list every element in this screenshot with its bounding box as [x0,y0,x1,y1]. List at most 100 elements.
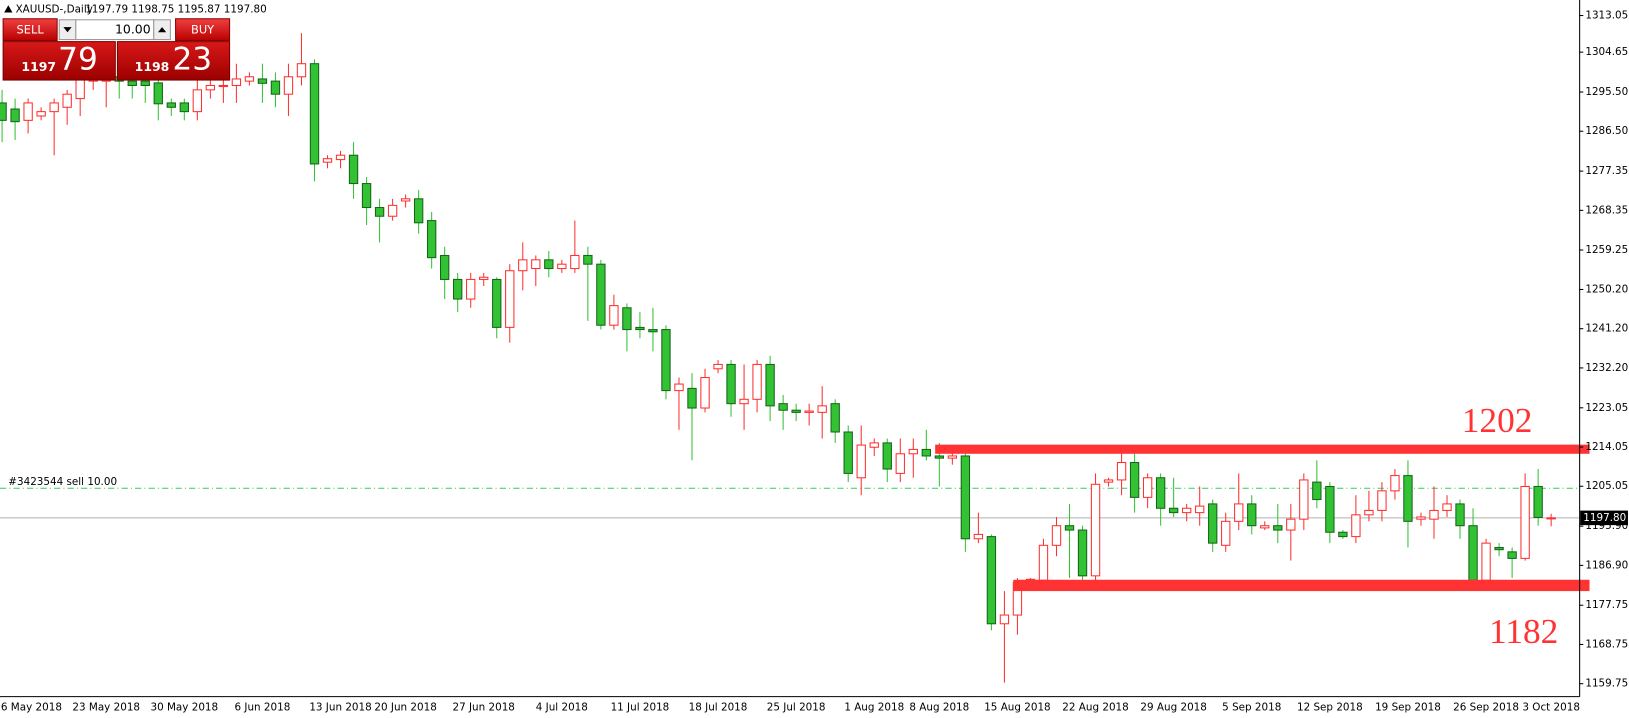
x-tick-label: 18 Jul 2018 [689,702,748,714]
candle-body [205,84,216,91]
candle-body [127,80,137,87]
y-tick-label: 1259.25 [1585,244,1628,256]
sell-button[interactable] [2,18,58,42]
candle-body [674,383,684,392]
candle-body [466,278,476,300]
candle-body [1403,475,1413,522]
x-tick-label: 5 Sep 2018 [1222,702,1281,714]
candle-body [1273,525,1283,531]
candle-body [413,198,424,224]
sell-price-main[interactable]: 1197 [21,59,56,74]
candle-body [778,403,788,411]
candle-body [1546,517,1556,520]
candle-body [361,183,372,209]
candle-body [752,363,762,400]
candle-body [1364,509,1374,516]
x-tick-label: 6 Jun 2018 [235,702,291,714]
candle-body [49,102,59,113]
x-tick-label: 15 Aug 2018 [984,702,1050,714]
y-tick-label: 1159.75 [1585,678,1628,690]
y-tick-label: 1286.50 [1585,125,1628,137]
buy-price-pips[interactable]: 23 [172,41,212,77]
lot-value[interactable]: 10.00 [115,22,151,37]
candle-body [856,444,866,479]
candle-body [309,63,320,165]
x-tick-label: 11 Jul 2018 [611,702,670,714]
y-tick-label: 1168.75 [1585,638,1628,650]
candle-body [1195,505,1205,514]
candle-body [583,254,593,265]
candle-body [999,614,1010,625]
candle-body [687,387,697,409]
candle-body [518,259,528,272]
x-tick-label: 12 Sep 2018 [1297,702,1363,714]
candle-body [973,533,984,540]
candle-body [661,329,671,392]
candle-body [1181,507,1192,514]
candle-body [283,76,294,95]
candle-body [1260,525,1270,529]
candle-body [426,220,437,259]
candle-body [544,259,554,270]
candle-body [1208,503,1218,544]
lot-decrease-icon[interactable] [63,27,72,33]
candle-body [1377,490,1387,511]
buy-button-label[interactable]: BUY [191,23,214,37]
candle-body [374,207,385,217]
candle-body [62,93,72,108]
x-tick-label: 30 May 2018 [150,702,218,714]
x-tick-label: 4 Jul 2018 [536,702,588,714]
sell-price-pips[interactable]: 79 [58,41,98,77]
zone-label: 1182 [1489,612,1558,651]
x-tick-label: 27 Jun 2018 [453,702,515,714]
candle-body [570,254,580,270]
candle-body [1520,485,1530,559]
y-tick-label: 1241.20 [1585,323,1628,335]
symbol-label: XAUUSD-,Daily [16,3,93,15]
candle-body [231,78,242,87]
y-tick-label: 1304.65 [1585,46,1628,58]
sell-price-box[interactable] [2,41,116,81]
x-tick-label: 23 May 2018 [72,702,140,714]
x-tick-label: 8 Aug 2018 [909,702,969,714]
price-zone [935,444,1590,454]
x-tick-label: 1 Aug 2018 [844,702,904,714]
x-tick-label: 25 Jul 2018 [767,702,826,714]
collapse-icon[interactable] [4,5,13,13]
candle-body [1116,461,1127,481]
candle-body [335,154,346,161]
x-tick-label: 29 Aug 2018 [1140,702,1206,714]
candle-body [0,102,7,121]
candle-body [882,442,892,470]
candle-body [1155,477,1166,509]
y-tick-label: 1268.35 [1585,204,1628,216]
lot-increase-icon[interactable] [157,27,167,33]
sell-button-label[interactable]: SELL [17,23,45,37]
candle-body [817,405,827,413]
candle-body [1416,516,1426,520]
candle-body [1142,477,1153,498]
candle-body [1103,479,1114,483]
candle-body [895,453,905,474]
candle-body [726,363,736,405]
candle-body [804,410,814,413]
buy-button[interactable] [175,18,231,42]
candle-body [1338,531,1348,538]
candle-body [270,80,281,95]
candle-body [218,84,229,88]
candle-body [739,398,749,405]
buy-price-main[interactable]: 1198 [135,59,170,74]
candle-body [1455,503,1465,527]
candle-body [713,363,723,370]
candle-body [1494,546,1504,551]
candle-body [23,102,33,121]
x-tick-label: 13 Jun 2018 [309,702,371,714]
buy-price-box[interactable] [116,41,231,81]
candle-body [609,305,619,326]
candle-body [596,263,606,326]
x-tick-label: 16 May 2018 [0,702,62,714]
candle-body [439,254,450,280]
candle-body [531,259,541,270]
